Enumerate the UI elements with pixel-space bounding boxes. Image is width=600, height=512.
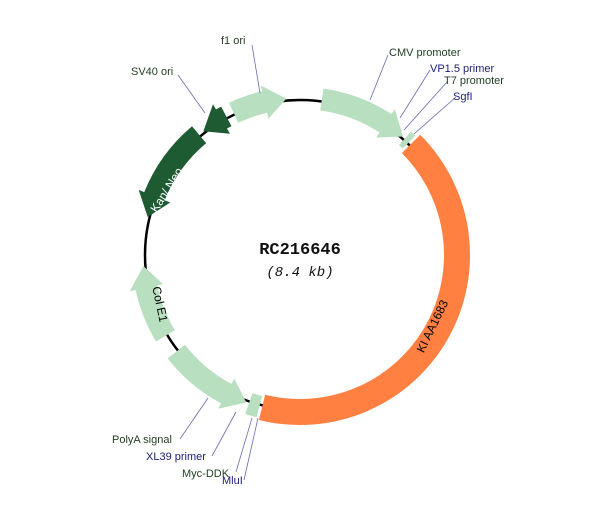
plasmid-name: RC216646	[259, 241, 341, 260]
f1-ori-feature	[229, 85, 287, 123]
leader-vp15	[399, 69, 431, 119]
label-vp15-primer: VP1.5 primer	[430, 63, 495, 75]
vp15-t7-feature	[399, 131, 416, 149]
leader-sgfi	[413, 96, 457, 135]
label-f1-ori: f1 ori	[221, 35, 245, 47]
label-polya-signal: PolyA signal	[112, 434, 172, 446]
leader-sv40-ori	[177, 74, 206, 114]
leader-t7	[403, 81, 448, 131]
leader-f1-ori	[251, 44, 261, 94]
leader-myc-ddk	[235, 417, 253, 473]
polya-signal-feature	[167, 344, 247, 409]
label-sgfi: SgfI	[453, 91, 473, 103]
label-xl39-primer: XL39 primer	[146, 451, 206, 463]
leader-polya	[179, 397, 209, 440]
leader-cmv	[369, 54, 389, 101]
cmv-promoter-feature	[320, 88, 404, 138]
label-myc-ddk: Myc-DDK	[182, 468, 230, 480]
kan-neo-feature	[138, 126, 207, 218]
label-cmv-promoter: CMV promoter	[389, 47, 461, 59]
insert-feature	[258, 134, 471, 426]
leader-xl39	[211, 411, 237, 457]
label-t7-promoter: T7 promoter	[444, 75, 504, 87]
sv40-ori-feature	[203, 104, 232, 134]
label-sv40-ori: SV40 ori	[131, 66, 173, 78]
leader-mlui	[243, 417, 259, 481]
col-e1-feature	[129, 265, 175, 342]
label-mlui: MluI	[222, 475, 243, 487]
myc-ddk-feature	[245, 393, 263, 418]
plasmid-size: (8.4 kb)	[266, 265, 333, 281]
